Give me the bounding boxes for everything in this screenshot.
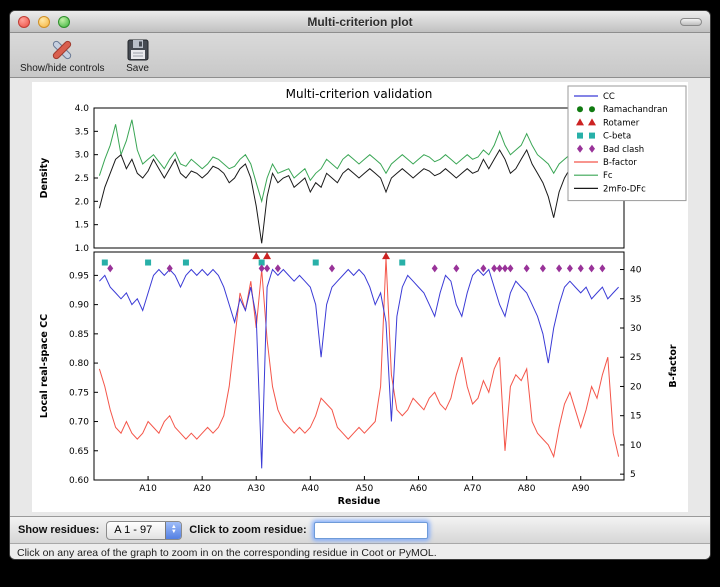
titlebar[interactable]: Multi-criterion plot — [10, 11, 710, 33]
svg-text:10: 10 — [630, 441, 642, 451]
svg-text:3.5: 3.5 — [75, 127, 89, 137]
svg-text:0.60: 0.60 — [69, 476, 89, 486]
svg-text:2.5: 2.5 — [75, 174, 89, 184]
svg-text:0.75: 0.75 — [69, 388, 89, 398]
svg-text:1.5: 1.5 — [75, 221, 89, 231]
svg-text:0.95: 0.95 — [69, 271, 89, 281]
svg-text:Bad clash: Bad clash — [603, 145, 644, 155]
svg-text:20: 20 — [630, 382, 642, 392]
save-icon — [125, 36, 151, 63]
svg-text:Local real-space CC: Local real-space CC — [39, 314, 50, 418]
multi-criterion-plot-window: Multi-criterion plot Show/hide controls — [9, 10, 711, 560]
plot-area: Multi-criterion validation 1.0 1.5 2.0 2.5 3.… — [10, 78, 710, 516]
svg-text:C-beta: C-beta — [603, 132, 631, 142]
zoom-window-button[interactable] — [58, 15, 70, 28]
zoom-residue-label: Click to zoom residue: — [189, 524, 307, 536]
svg-text:A90: A90 — [572, 484, 590, 494]
svg-text:Multi-criterion validation: Multi-criterion validation — [286, 87, 433, 101]
zoom-residue-input[interactable] — [313, 521, 428, 539]
stepper-arrows-icon: ▲ ▼ — [165, 521, 182, 539]
svg-text:A10: A10 — [139, 484, 157, 494]
svg-text:30: 30 — [630, 324, 642, 334]
save-label: Save — [126, 63, 149, 74]
svg-text:0.85: 0.85 — [69, 330, 89, 340]
minimize-button[interactable] — [38, 15, 50, 28]
status-text: Click on any area of the graph to zoom i… — [17, 546, 437, 559]
svg-text:A30: A30 — [247, 484, 265, 494]
svg-text:25: 25 — [630, 353, 641, 363]
svg-text:A20: A20 — [193, 484, 211, 494]
svg-text:0.65: 0.65 — [69, 447, 89, 457]
svg-text:A40: A40 — [302, 484, 320, 494]
svg-text:0.80: 0.80 — [69, 359, 89, 369]
svg-text:CC: CC — [603, 92, 615, 102]
svg-text:Density: Density — [39, 157, 50, 199]
show-hide-controls-button[interactable]: Show/hide controls — [16, 35, 109, 75]
svg-text:15: 15 — [630, 412, 641, 422]
traffic-lights — [18, 15, 70, 28]
chart-svg[interactable]: Multi-criterion validation 1.0 1.5 2.0 2.5 3.… — [32, 82, 688, 512]
residue-range-select[interactable]: A 1 - 97 ▲ ▼ — [106, 520, 183, 540]
controls-bar: Show residues: A 1 - 97 ▲ ▼ Click to zoom… — [10, 516, 710, 543]
save-button[interactable]: Save — [121, 35, 155, 75]
show-residues-label: Show residues: — [18, 524, 100, 536]
svg-text:Rotamer: Rotamer — [603, 118, 640, 128]
multi-criterion-chart[interactable]: Multi-criterion validation 1.0 1.5 2.0 2.5 3.… — [32, 82, 688, 512]
window-title: Multi-criterion plot — [307, 14, 413, 29]
svg-text:2mFo-DFc: 2mFo-DFc — [603, 184, 646, 194]
residue-range-value: A 1 - 97 — [114, 524, 153, 536]
show-hide-controls-label: Show/hide controls — [20, 63, 105, 74]
tools-icon — [49, 36, 75, 63]
svg-text:Ramachandran: Ramachandran — [603, 105, 668, 115]
svg-text:2.0: 2.0 — [75, 197, 90, 207]
svg-text:B-factor: B-factor — [603, 158, 637, 168]
svg-text:Residue: Residue — [338, 496, 381, 507]
svg-text:0.90: 0.90 — [69, 301, 89, 311]
svg-text:3.0: 3.0 — [75, 151, 90, 161]
svg-text:0.70: 0.70 — [69, 418, 89, 428]
toolbar-toggle-button[interactable] — [680, 18, 702, 26]
svg-text:A60: A60 — [410, 484, 428, 494]
toolbar: Show/hide controls Save — [10, 33, 710, 78]
svg-text:A50: A50 — [356, 484, 374, 494]
svg-text:Fc: Fc — [603, 171, 613, 181]
svg-text:4.0: 4.0 — [75, 104, 90, 114]
svg-text:35: 35 — [630, 295, 641, 305]
svg-text:A80: A80 — [518, 484, 536, 494]
svg-text:40: 40 — [630, 266, 642, 276]
svg-text:5: 5 — [630, 470, 636, 480]
close-button[interactable] — [18, 15, 30, 28]
svg-text:B-factor: B-factor — [668, 344, 679, 387]
status-bar: Click on any area of the graph to zoom i… — [10, 543, 710, 559]
svg-text:1.0: 1.0 — [75, 244, 90, 254]
svg-text:A70: A70 — [464, 484, 482, 494]
